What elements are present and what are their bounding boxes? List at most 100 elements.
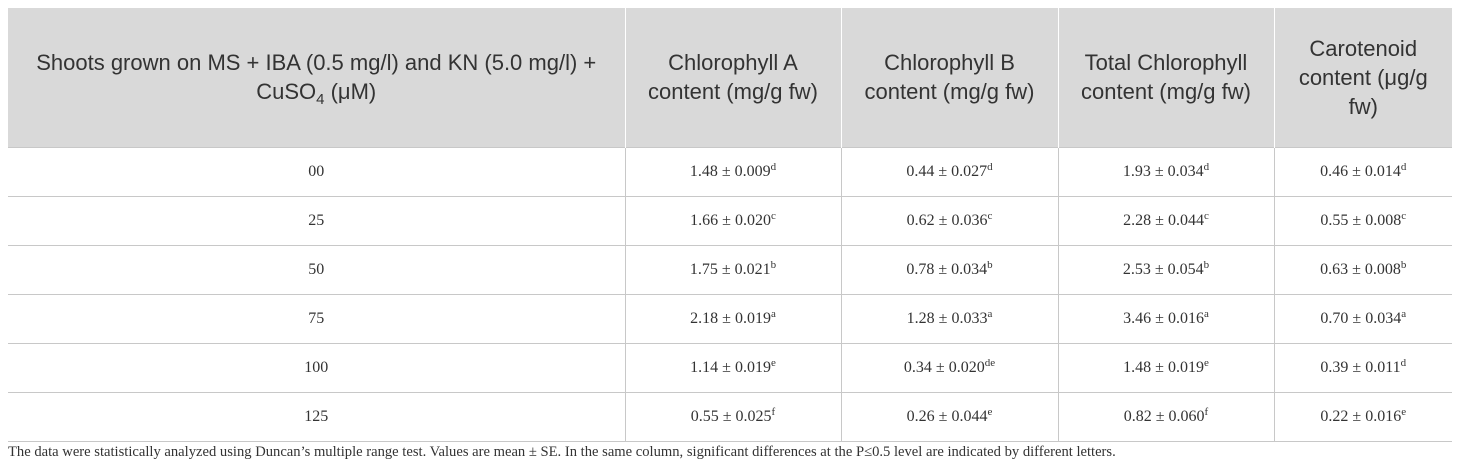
table-cell: 2.18 ± 0.019a [624, 293, 841, 343]
header-cell: Total Chlorophyll content (mg/g fw) [1057, 8, 1274, 147]
table-cell: 25 [8, 195, 625, 245]
cell-value: 1.66 ± 0.020 [690, 211, 771, 229]
cell-significance: de [984, 356, 996, 369]
cell-significance: f [1204, 405, 1209, 418]
header-cell: Shoots grown on MS + IBA (0.5 mg/l) and … [8, 8, 625, 147]
table-cell: 0.63 ± 0.008b [1273, 244, 1452, 294]
table-cell: 1.93 ± 0.034d [1057, 146, 1274, 196]
cell-significance: b [1400, 258, 1407, 271]
table-cell: 0.22 ± 0.016e [1273, 391, 1452, 442]
cell-significance: b [987, 258, 993, 271]
table-cell: 0.44 ± 0.027d [840, 146, 1058, 196]
table-wrap: Shoots grown on MS + IBA (0.5 mg/l) and … [8, 8, 1452, 442]
table-cell: 1.66 ± 0.020c [624, 195, 841, 245]
header-cell: Carotenoid content (μg/g fw) [1273, 8, 1452, 147]
cell-significance: f [771, 405, 776, 418]
table-cell: 0.39 ± 0.011d [1273, 342, 1452, 392]
header-text: Total Chlorophyll content (mg/g fw) [1081, 50, 1251, 105]
cell-significance: d [1203, 160, 1210, 173]
cell-significance: d [1400, 356, 1407, 369]
cell-value: 0.63 ± 0.008 [1320, 260, 1401, 278]
table-row: 75 2.18 ± 0.019a 1.28 ± 0.033a 3.46 ± 0.016… [8, 293, 1452, 343]
table-cell: 1.28 ± 0.033a [840, 293, 1058, 343]
header-cell: Chlorophyll A content (mg/g fw) [624, 8, 841, 147]
cell-significance: d [987, 160, 993, 173]
cell-significance: d [770, 160, 777, 173]
data-table: Shoots grown on MS + IBA (0.5 mg/l) and … [8, 8, 1452, 442]
header-text: Shoots grown on MS + IBA (0.5 mg/l) and … [36, 50, 597, 105]
table-cell: 2.28 ± 0.044c [1057, 195, 1274, 245]
cell-value: 0.39 ± 0.011 [1320, 358, 1401, 376]
table-row: 125 0.55 ± 0.025f 0.26 ± 0.044e 0.82 ± 0.06… [8, 391, 1452, 442]
table-cell: 2.53 ± 0.054b [1057, 244, 1274, 294]
cell-significance: c [1203, 209, 1209, 222]
table-cell: 0.26 ± 0.044e [840, 391, 1058, 442]
table-cell: 50 [8, 244, 625, 294]
cell-significance: a [1203, 307, 1209, 320]
cell-value: 0.26 ± 0.044 [906, 407, 988, 425]
cell-significance: e [1203, 356, 1209, 369]
cell-value: 0.46 ± 0.014 [1320, 162, 1401, 180]
cell-value: 1.75 ± 0.021 [689, 260, 771, 278]
table-cell: 0.62 ± 0.036c [840, 195, 1058, 245]
cell-significance: a [987, 307, 993, 320]
cell-value: 0.34 ± 0.020 [903, 358, 985, 376]
header-text-after: (μM) [324, 79, 377, 105]
table-cell: 125 [8, 391, 625, 442]
cell-value: 0.22 ± 0.016 [1320, 407, 1402, 425]
cell-value: 0.78 ± 0.034 [906, 260, 988, 278]
cell-value: 0.55 ± 0.008 [1320, 211, 1402, 229]
cell-value: 2.18 ± 0.019 [690, 309, 771, 327]
cell-value: 0.44 ± 0.027 [906, 162, 988, 180]
footnote: The data were statistically analyzed usi… [8, 444, 1116, 460]
cell-significance: c [1401, 209, 1407, 222]
table-cell: 0.46 ± 0.014d [1273, 146, 1452, 196]
cell-value: 0.70 ± 0.034 [1320, 309, 1402, 327]
cell-significance: e [987, 405, 993, 418]
table-body: 00 1.48 ± 0.009d 0.44 ± 0.027d 1.93 ± 0.034… [8, 146, 1452, 442]
cell-significance: d [1400, 160, 1407, 173]
table-cell: 100 [8, 342, 625, 392]
table-row: 00 1.48 ± 0.009d 0.44 ± 0.027d 1.93 ± 0.034… [8, 146, 1452, 196]
cell-value: 1.28 ± 0.033 [906, 309, 988, 327]
cell-value: 1.14 ± 0.019 [690, 358, 771, 376]
table-cell: 0.82 ± 0.060f [1057, 391, 1274, 442]
cell-significance: c [770, 209, 776, 222]
table-row: 25 1.66 ± 0.020c 0.62 ± 0.036c 2.28 ± 0.044… [8, 195, 1452, 245]
table-cell: 1.75 ± 0.021b [624, 244, 841, 294]
cell-value: 1.48 ± 0.019 [1123, 358, 1204, 376]
cell-significance: c [987, 209, 993, 222]
cell-significance: a [770, 307, 776, 320]
table-cell: 00 [8, 146, 625, 196]
header-row: Shoots grown on MS + IBA (0.5 mg/l) and … [8, 8, 1452, 147]
cell-value: 2.53 ± 0.054 [1122, 260, 1204, 278]
header-text: Chlorophyll B content (mg/g fw) [864, 50, 1035, 105]
table-cell: 3.46 ± 0.016a [1057, 293, 1274, 343]
table-row: 100 1.14 ± 0.019e 0.34 ± 0.020de 1.48 ± 0.0… [8, 342, 1452, 392]
cell-significance: a [1401, 307, 1407, 320]
cell-significance: e [770, 356, 776, 369]
table-cell: 0.70 ± 0.034a [1273, 293, 1452, 343]
header-cell: Chlorophyll B content (mg/g fw) [840, 8, 1058, 147]
cell-value: 0.55 ± 0.025 [690, 407, 772, 425]
header-text: Chlorophyll A content (mg/g fw) [648, 50, 818, 105]
table-cell: 75 [8, 293, 625, 343]
table-cell: 1.48 ± 0.019e [1057, 342, 1274, 392]
table-cell: 1.48 ± 0.009d [624, 146, 841, 196]
table-row: 50 1.75 ± 0.021b 0.78 ± 0.034b 2.53 ± 0.054… [8, 244, 1452, 294]
table-cell: 0.34 ± 0.020de [840, 342, 1058, 392]
header-text: Carotenoid content (μg/g fw) [1298, 35, 1428, 119]
table-cell: 1.14 ± 0.019e [624, 342, 841, 392]
cell-value: 1.93 ± 0.034 [1122, 162, 1204, 180]
cell-value: 2.28 ± 0.044 [1123, 211, 1204, 229]
cell-value: 0.82 ± 0.060 [1123, 407, 1205, 425]
header-subscript: 4 [316, 91, 325, 109]
table-cell: 0.78 ± 0.034b [840, 244, 1058, 294]
cell-significance: b [1203, 258, 1210, 271]
cell-significance: b [770, 258, 777, 271]
table-cell: 0.55 ± 0.008c [1273, 195, 1452, 245]
cell-significance: e [1401, 405, 1407, 418]
table-cell: 0.55 ± 0.025f [624, 391, 841, 442]
cell-value: 1.48 ± 0.009 [689, 162, 771, 180]
